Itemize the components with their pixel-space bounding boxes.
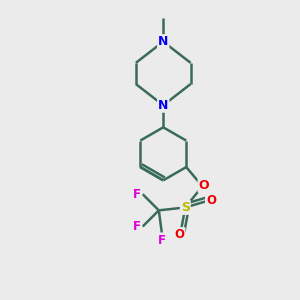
Text: O: O <box>199 179 209 192</box>
Text: N: N <box>158 99 168 112</box>
Text: O: O <box>206 194 216 207</box>
Text: F: F <box>133 188 141 201</box>
Text: N: N <box>158 35 168 48</box>
Text: F: F <box>158 234 166 247</box>
Text: S: S <box>181 201 190 214</box>
Text: F: F <box>133 220 141 233</box>
Text: O: O <box>174 228 184 241</box>
